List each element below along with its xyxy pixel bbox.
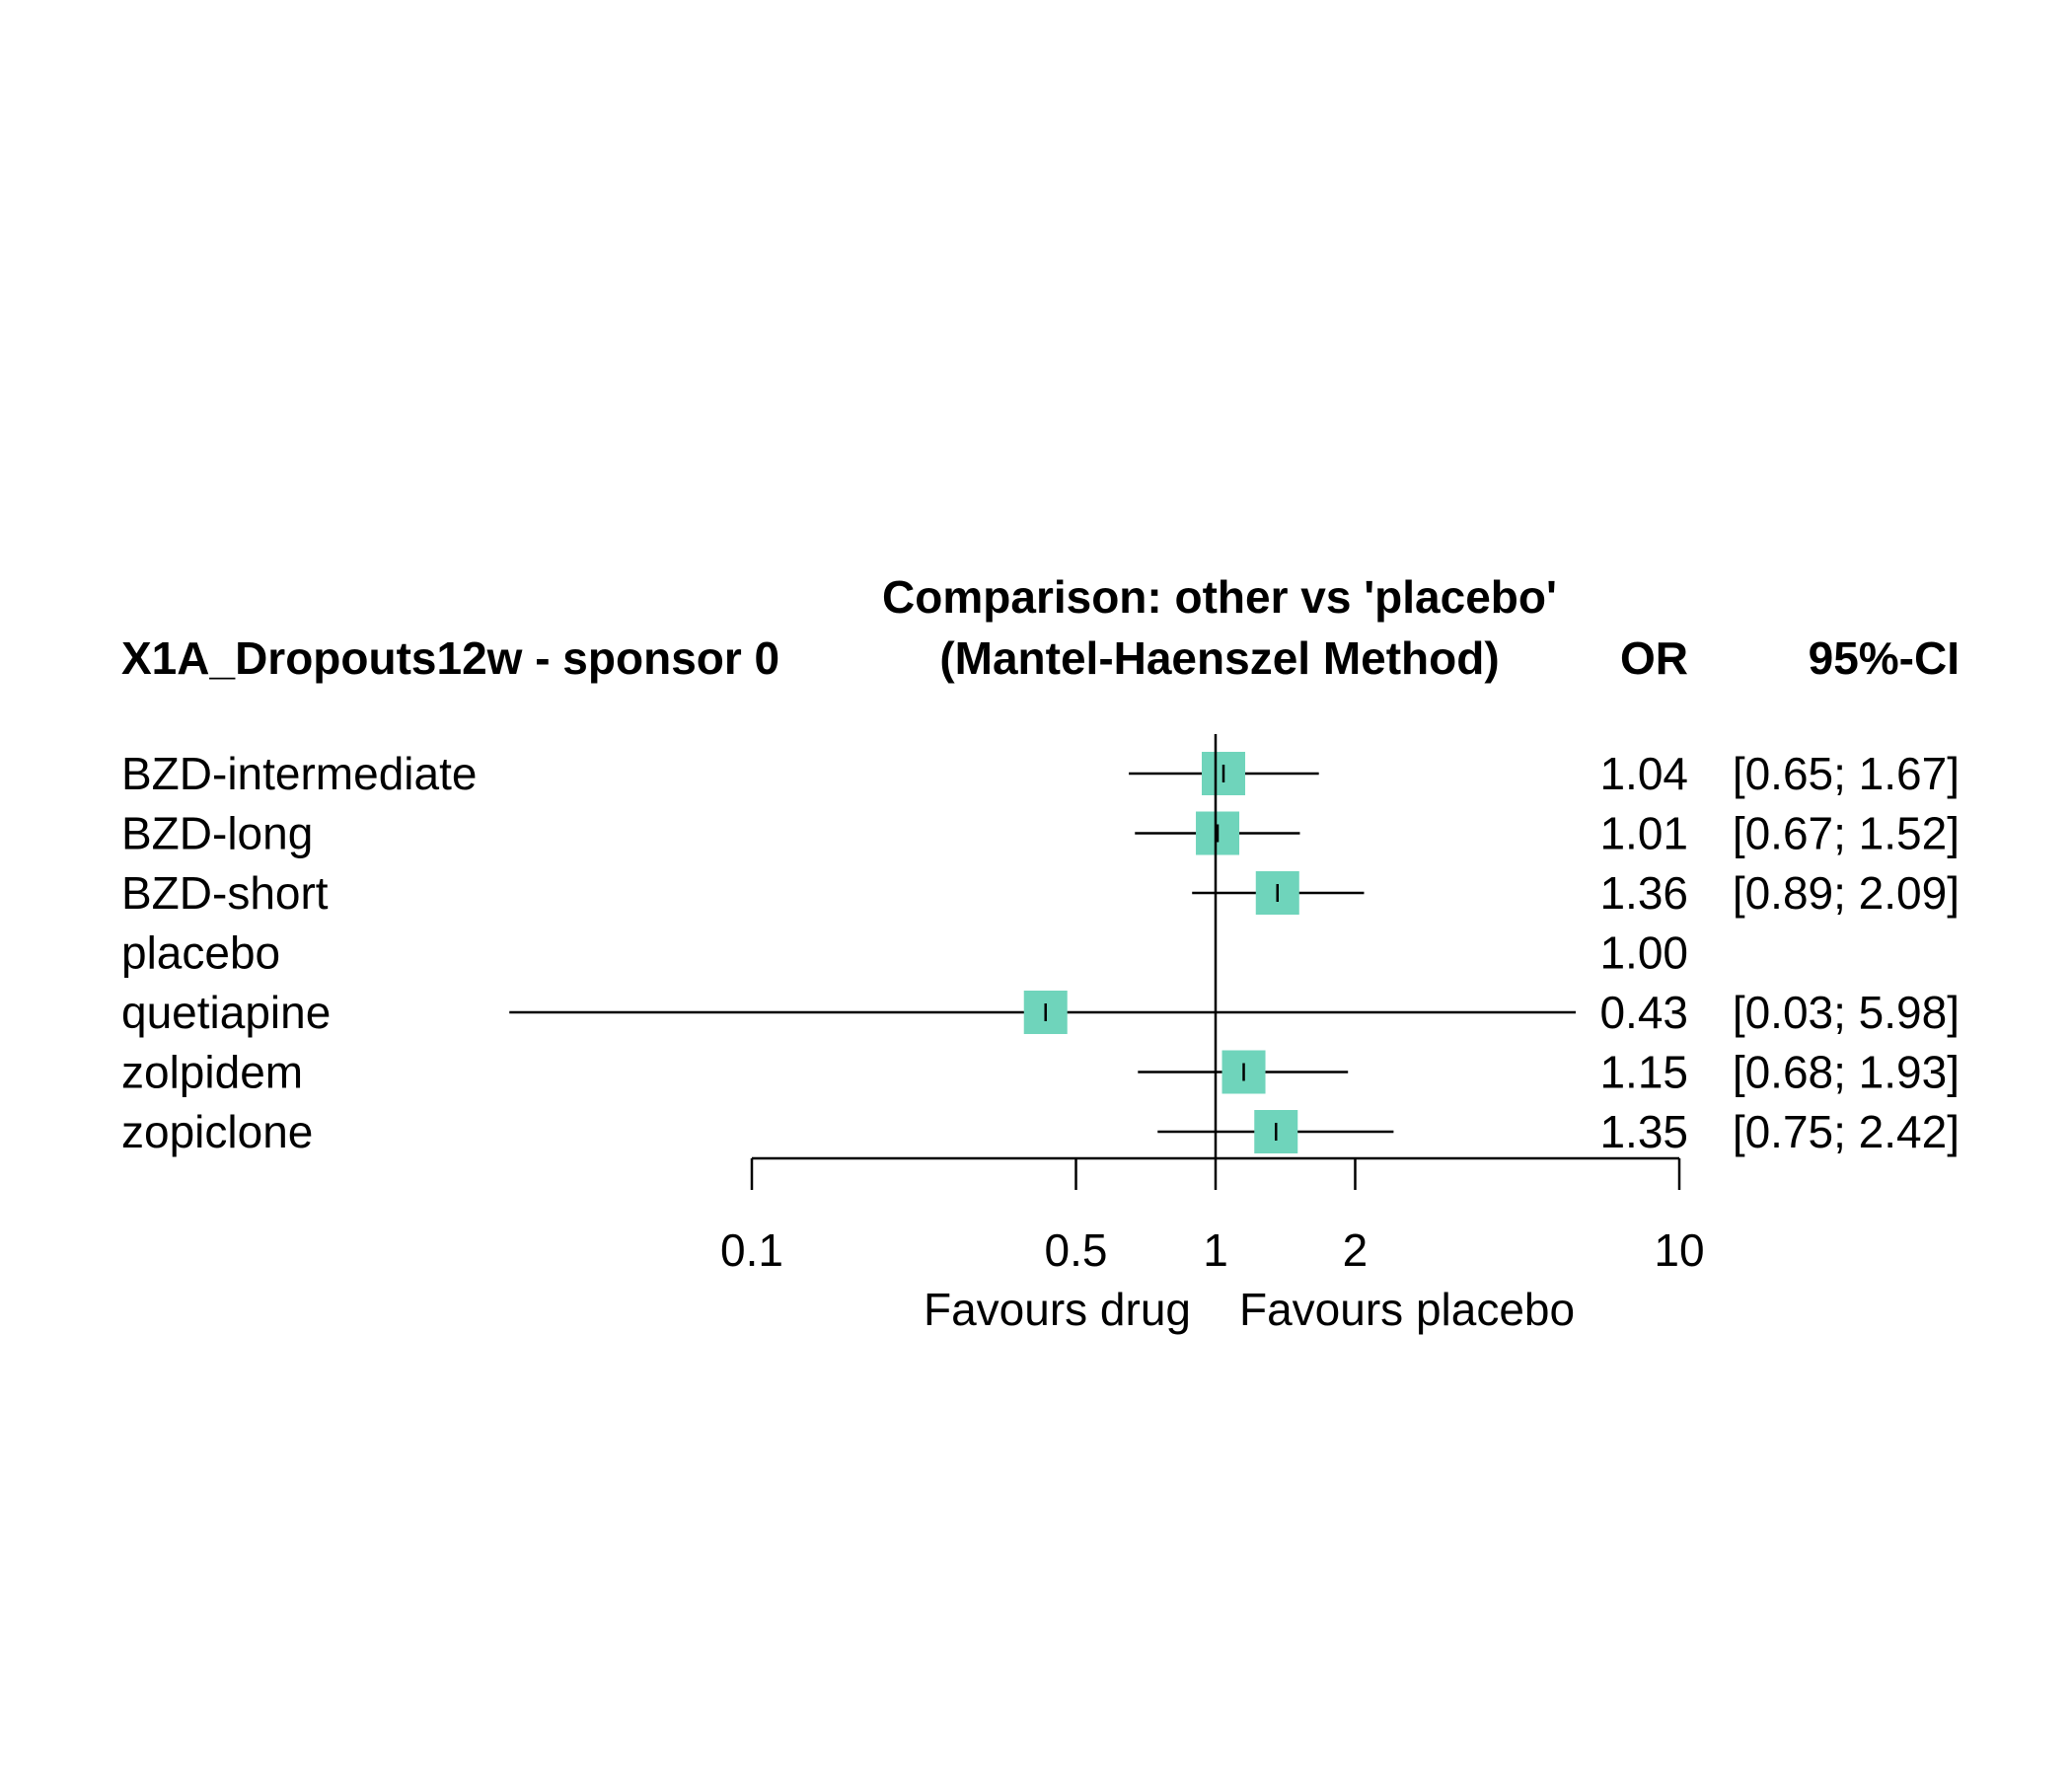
study-row: quetiapine 0.43 [0.03; 5.98] bbox=[121, 987, 1960, 1038]
or-value: 1.04 bbox=[1599, 748, 1688, 799]
ci-value: [0.03; 5.98] bbox=[1733, 987, 1960, 1038]
or-value: 1.15 bbox=[1599, 1047, 1688, 1098]
study-row: zolpidem 1.15 [0.68; 1.93] bbox=[121, 1047, 1960, 1098]
row-label: quetiapine bbox=[121, 987, 331, 1038]
ci-value: [0.67; 1.52] bbox=[1733, 808, 1960, 859]
comparison-title: Comparison: other vs 'placebo' bbox=[882, 571, 1557, 623]
ci-value: [0.68; 1.93] bbox=[1733, 1047, 1960, 1098]
axis-tick-label: 10 bbox=[1654, 1224, 1704, 1276]
study-row: zopiclone 1.35 [0.75; 2.42] bbox=[121, 1106, 1960, 1157]
study-row: BZD-intermediate 1.04 [0.65; 1.67] bbox=[121, 748, 1960, 799]
or-column-header: OR bbox=[1620, 632, 1688, 684]
ci-value: [0.65; 1.67] bbox=[1733, 748, 1960, 799]
study-rows: BZD-intermediate 1.04 [0.65; 1.67] BZD-long… bbox=[121, 748, 1960, 1157]
axis-tick-label: 0.1 bbox=[720, 1224, 783, 1276]
ci-column-header: 95%-CI bbox=[1809, 632, 1960, 684]
row-label: zolpidem bbox=[121, 1047, 303, 1098]
study-row: BZD-short 1.36 [0.89; 2.09] bbox=[121, 867, 1960, 919]
row-label: BZD-long bbox=[121, 808, 313, 859]
axis-tick-label: 1 bbox=[1203, 1224, 1228, 1276]
axis-tick-label: 0.5 bbox=[1045, 1224, 1108, 1276]
row-label: BZD-short bbox=[121, 867, 329, 919]
favours-drug-label: Favours drug bbox=[924, 1284, 1191, 1335]
axis-tick-label: 2 bbox=[1343, 1224, 1369, 1276]
or-value: 1.35 bbox=[1599, 1106, 1688, 1157]
method-subtitle: (Mantel-Haenszel Method) bbox=[939, 632, 1499, 684]
row-label: placebo bbox=[121, 927, 280, 979]
dataset-title: X1A_Dropouts12w - sponsor 0 bbox=[121, 632, 779, 684]
plot-header: X1A_Dropouts12w - sponsor 0 Comparison: … bbox=[121, 571, 1960, 684]
ci-value: [0.89; 2.09] bbox=[1733, 867, 1960, 919]
ci-value: [0.75; 2.42] bbox=[1733, 1106, 1960, 1157]
study-row: placebo 1.00 bbox=[121, 927, 1688, 979]
or-value: 1.01 bbox=[1599, 808, 1688, 859]
or-value: 1.36 bbox=[1599, 867, 1688, 919]
row-label: BZD-intermediate bbox=[121, 748, 477, 799]
x-axis: 0.1 0.5 1 2 10 Favours drug Favours placebo bbox=[720, 734, 1705, 1335]
or-value: 1.00 bbox=[1599, 927, 1688, 979]
favours-placebo-label: Favours placebo bbox=[1239, 1284, 1575, 1335]
study-row: BZD-long 1.01 [0.67; 1.52] bbox=[121, 808, 1960, 859]
row-label: zopiclone bbox=[121, 1106, 313, 1157]
or-value: 0.43 bbox=[1599, 987, 1688, 1038]
